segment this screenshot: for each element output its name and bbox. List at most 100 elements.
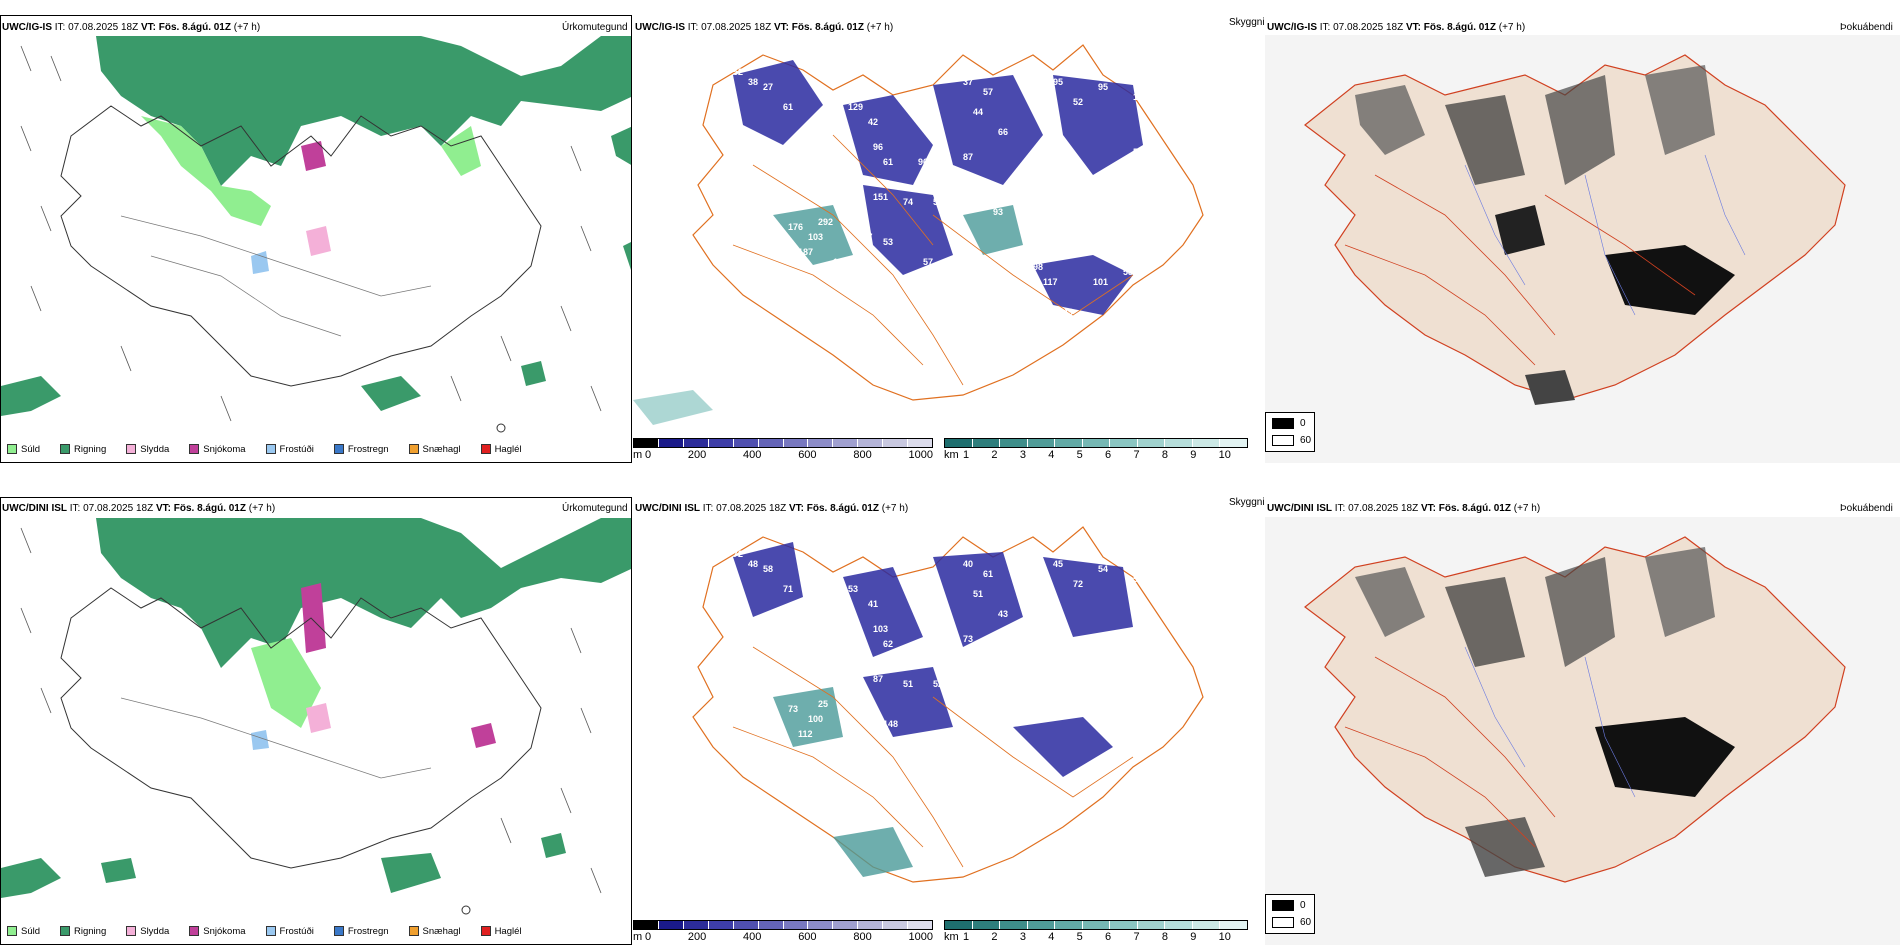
cloud-base-label: 54 bbox=[1133, 574, 1143, 584]
cloud-base-label: 103 bbox=[808, 232, 823, 242]
cloudbase-colorbar-cell bbox=[658, 921, 684, 929]
visibility-colorbar-cell bbox=[1165, 921, 1193, 929]
cloud-base-label: 49 bbox=[1063, 307, 1073, 317]
precip-legend-item: Slydda bbox=[120, 926, 169, 937]
cloud-base-label: 87 bbox=[873, 674, 883, 684]
cloudbase-unit-bottom: m bbox=[633, 931, 643, 943]
precip-legend-label: Rigning bbox=[74, 925, 107, 937]
cloud-base-label: 134 bbox=[833, 257, 848, 267]
precip-legend-label: Slydda bbox=[140, 443, 170, 455]
cloud-base-label: 27 bbox=[763, 82, 773, 92]
cloud-base-label: 56 bbox=[853, 182, 863, 192]
fog-map-bottom bbox=[1265, 517, 1900, 945]
cloud-base-label: 82 bbox=[858, 714, 868, 724]
fog-legend-bottom: 0 60 bbox=[1265, 894, 1315, 934]
cloudbase-colorbar-cell bbox=[658, 439, 684, 447]
fog-panel-title-bottom: Þokuábendi bbox=[1840, 503, 1893, 514]
visibility-ticks-top: 1 2 3 4 5 6 7 8 9 10 bbox=[963, 449, 1231, 461]
cloud-base-label: 61 bbox=[983, 569, 993, 579]
visibility-tick-label: 2 bbox=[991, 931, 998, 943]
visibility-tick-label: 4 bbox=[1048, 449, 1055, 461]
cloudbase-tick-label: 200 bbox=[687, 449, 707, 461]
cloudbase-colorbar-cell bbox=[783, 921, 809, 929]
cloudbase-colorbar-cell bbox=[708, 439, 734, 447]
cloud-base-label: 56 bbox=[863, 267, 873, 277]
cloud-base-label: 87 bbox=[963, 152, 973, 162]
cloudbase-ticks-top: 0 200 400 600 800 1000 bbox=[645, 449, 933, 461]
cloudbase-colorbar-cell bbox=[833, 439, 859, 447]
precip-legend-label: Slydda bbox=[140, 925, 170, 937]
visibility-colorbar-cell bbox=[1137, 921, 1166, 929]
cloud-base-label: 42 bbox=[868, 117, 878, 127]
fog-panel-top: 0 60 bbox=[1265, 15, 1900, 463]
cloud-base-label: 73 bbox=[963, 634, 973, 644]
cloudbase-colorbar-top bbox=[633, 438, 933, 448]
cloud-panel-top: 52 38 27 61 129 42 37 44 57 66 95 52 95 162 57 96 61 63 56… bbox=[633, 15, 1263, 463]
cloud-base-label: 52 bbox=[933, 679, 943, 689]
cloud-base-label: 95 bbox=[1013, 247, 1023, 257]
cloudbase-colorbar-cell bbox=[683, 921, 709, 929]
visibility-colorbar-cell bbox=[1055, 921, 1083, 929]
visibility-colorbar-cell bbox=[1110, 921, 1138, 929]
header-fog-bottom: UWC/DINI ISL IT: 07.08.2025 18Z VT: Fös.… bbox=[1267, 503, 1541, 514]
cloud-base-label: 129 bbox=[848, 102, 863, 112]
precip-legend-label: Súld bbox=[21, 443, 41, 455]
visibility-tick-label: 9 bbox=[1190, 449, 1197, 461]
cloud-base-label: 71 bbox=[783, 584, 793, 594]
cloud-base-label: 148 bbox=[883, 719, 898, 729]
cloudbase-colorbar-cell bbox=[808, 921, 834, 929]
cloud-base-label: 113 bbox=[883, 377, 898, 387]
precip-legend-swatch bbox=[408, 926, 419, 936]
precip-legend-item: Snæhagl bbox=[403, 926, 461, 937]
cloud-base-label: 54 bbox=[1098, 564, 1108, 574]
visibility-colorbar-cell bbox=[1000, 439, 1028, 447]
precip-legend-swatch bbox=[7, 926, 17, 936]
fog-legend-value-1: 60 bbox=[1300, 435, 1312, 446]
precip-legend-bottom: Súld Rigning Slydda Snjókoma Frostúði Frostre… bbox=[1, 920, 536, 942]
precip-legend-label: Rigning bbox=[74, 443, 107, 455]
precip-legend-swatch bbox=[333, 926, 344, 936]
cloud-base-label: 187 bbox=[798, 247, 813, 257]
cloud-base-label: 162 bbox=[1133, 92, 1148, 102]
cloud-base-label: 151 bbox=[873, 192, 888, 202]
precip-legend-label: Snjókoma bbox=[203, 925, 246, 937]
cloudbase-colorbar-cell bbox=[858, 439, 884, 447]
cloudbase-tick-label: 600 bbox=[798, 449, 817, 461]
cloud-base-label: 73 bbox=[1133, 629, 1143, 639]
precip-legend-swatch bbox=[189, 444, 200, 454]
precip-type-panel-top: Súld Rigning Slydda Snjókoma Frostúði Frostre… bbox=[0, 15, 632, 463]
cloudbase-colorbar-cell bbox=[733, 439, 759, 447]
header-cloud-bottom: UWC/DINI ISL IT: 07.08.2025 18Z VT: Fös.… bbox=[635, 503, 909, 514]
precip-legend-swatch bbox=[189, 926, 200, 936]
cloud-base-label: 112 bbox=[798, 729, 813, 739]
fog-panel-bottom: 0 60 bbox=[1265, 497, 1900, 945]
precip-legend-swatch bbox=[60, 444, 71, 454]
cloudbase-colorbar-cell bbox=[858, 921, 884, 929]
precip-map-top bbox=[1, 16, 631, 436]
cloud-base-label: 53 bbox=[883, 237, 893, 247]
cloudbase-tick-label: 0 bbox=[645, 449, 652, 461]
precip-legend-item: Haglél bbox=[475, 926, 522, 937]
cloudbase-colorbar-cell bbox=[683, 439, 709, 447]
cloud-base-label: 72 bbox=[833, 649, 843, 659]
cloudbase-tick-label: 200 bbox=[687, 931, 707, 943]
cloud-base-label: 57 bbox=[983, 87, 993, 97]
precip-legend-item: Haglél bbox=[475, 444, 522, 455]
cloud-base-label: 63 bbox=[833, 167, 843, 177]
precip-legend-swatch bbox=[126, 926, 137, 936]
header-precip-top: UWC/IG-IS IT: 07.08.2025 18Z VT: Fös. 8.… bbox=[2, 22, 261, 33]
cloud-base-label: 51 bbox=[903, 679, 913, 689]
cloud-base-label: 72 bbox=[733, 549, 743, 559]
visibility-colorbar-cell bbox=[1000, 921, 1028, 929]
cloud-base-label: 57 bbox=[923, 257, 933, 267]
visibility-tick-label: 7 bbox=[1133, 449, 1140, 461]
cloud-base-label: 51 bbox=[973, 589, 983, 599]
cloudbase-colorbar-cell bbox=[758, 921, 784, 929]
precip-legend-swatch bbox=[480, 444, 491, 454]
visibility-ticks-bottom: 1 2 3 4 5 6 7 8 9 10 bbox=[963, 931, 1231, 943]
cloud-base-label: 73 bbox=[788, 704, 798, 714]
cloud-base-label: 100 bbox=[808, 714, 823, 724]
cloud-panel-title-bottom: Skyggni bbox=[1229, 497, 1265, 508]
cloudbase-tick-label: 800 bbox=[853, 931, 872, 943]
